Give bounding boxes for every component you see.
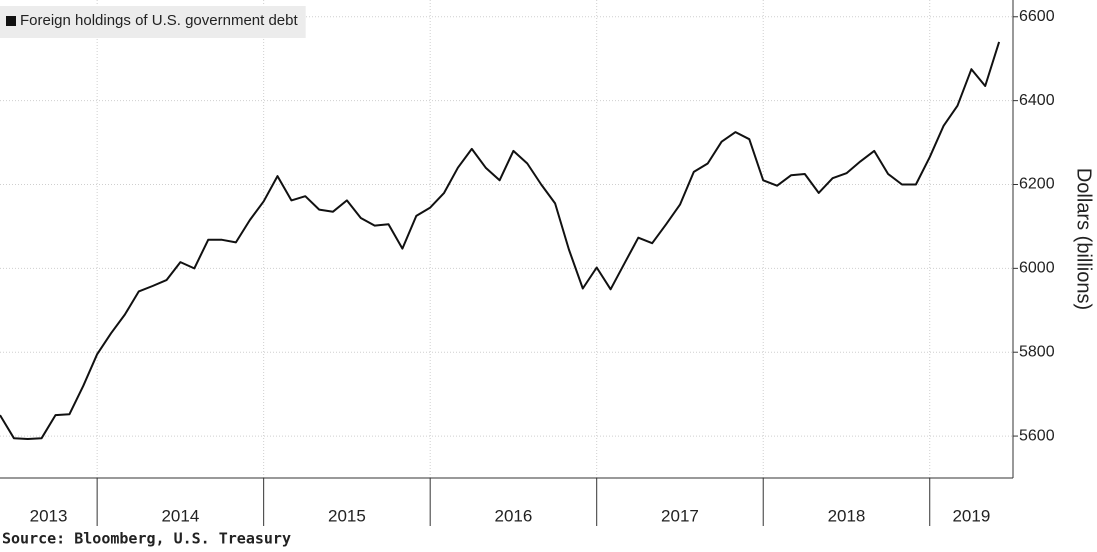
y-tick-label: 6200	[1019, 176, 1055, 193]
y-tick-label: 6400	[1019, 92, 1055, 109]
y-axis-label: Dollars (billions)	[1073, 168, 1095, 310]
x-tick-label: 2014	[161, 506, 199, 525]
x-tick-label: 2017	[661, 506, 699, 525]
y-tick-label: 5800	[1019, 343, 1055, 360]
y-tick-label: 6000	[1019, 260, 1055, 277]
legend: Foreign holdings of U.S. government debt	[0, 6, 306, 38]
x-tick-label: 2019	[952, 506, 990, 525]
source-note: Source: Bloomberg, U.S. Treasury	[2, 530, 291, 548]
x-tick-label: 2013	[30, 506, 68, 525]
data-line	[0, 41, 1001, 440]
legend-label: Foreign holdings of U.S. government debt	[20, 12, 298, 29]
x-tick-label: 2016	[495, 506, 533, 525]
legend-swatch	[6, 16, 16, 26]
x-tick-label: 2015	[328, 506, 366, 525]
y-tick-label: 6600	[1019, 8, 1055, 25]
x-tick-label: 2018	[828, 506, 866, 525]
y-tick-label: 5600	[1019, 427, 1055, 444]
legend-box	[0, 6, 306, 38]
